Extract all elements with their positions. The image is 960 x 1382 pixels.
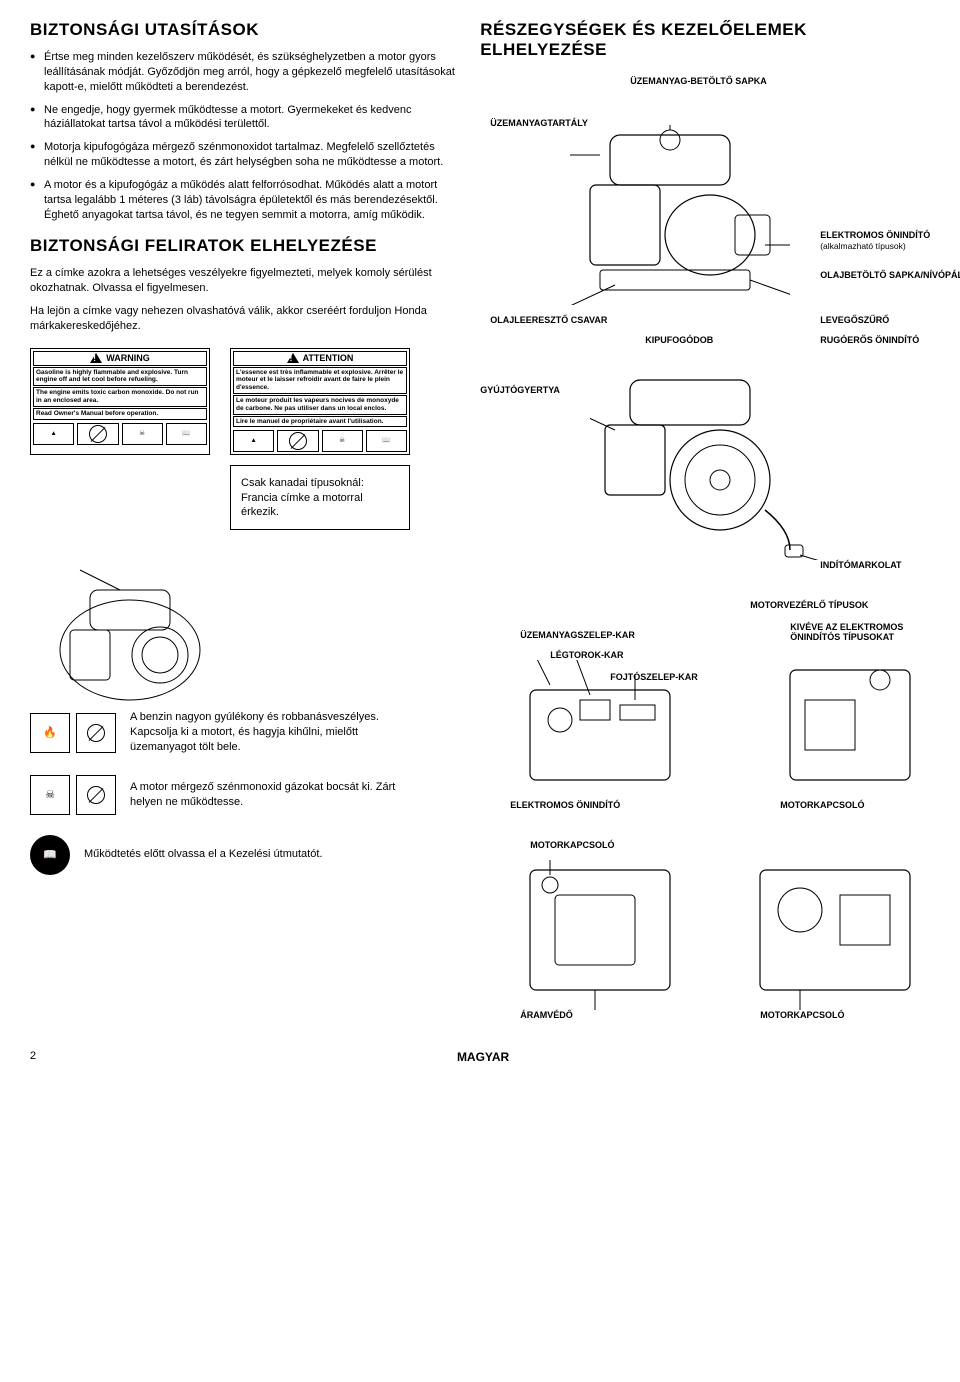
no-enclosed-icon: [76, 775, 116, 815]
label-control-types: MOTORVEZÉRLŐ TÍPUSOK: [750, 600, 868, 610]
warning-header: WARNING: [106, 353, 150, 364]
callout-except: KIVÉVE AZ ELEKTROMOS ÖNINDÍTÓS TÍPUSOKAT: [790, 622, 930, 643]
diagram-2: GYÚJTÓGYERTYA INDÍTÓMARKOLAT: [480, 360, 930, 590]
callout-eswitch: MOTORKAPCSOLÓ: [780, 800, 864, 810]
flame-icon: ▲: [233, 430, 274, 452]
callout-choke: LÉGTOROK-KAR: [550, 650, 623, 660]
hazard-text: Működtetés előtt olvassa el a Kezelési ú…: [84, 847, 322, 862]
callout-oil-cap: OLAJBETÖLTŐ SAPKA/NÍVÓPÁLCA: [820, 270, 960, 280]
skull-icon: ☠: [122, 423, 163, 445]
callout-recoil: RUGÓERŐS ÖNINDÍTÓ: [820, 335, 919, 345]
callout-muffler: KIPUFOGÓDOB: [645, 335, 713, 345]
warning-line: Lire le manuel de propriétaire avant l'u…: [233, 416, 407, 428]
hazard-row-fuel: 🔥 A benzin nagyon gyúlékony és robbanásv…: [30, 710, 460, 755]
warning-line: The engine emits toxic carbon monoxide. …: [33, 387, 207, 407]
callout-fuel-cap: ÜZEMANYAG-BETÖLTŐ SAPKA: [630, 76, 767, 86]
engine-small-diagram: [30, 560, 460, 710]
warning-line: Read Owner's Manual before operation.: [33, 408, 207, 420]
warning-triangle-icon: [90, 353, 102, 363]
hazard-row-co: ☠ A motor mérgező szénmonoxid gázokat bo…: [30, 775, 460, 815]
page-footer: 2 MAGYAR: [30, 1050, 930, 1064]
safety-bullets: Értse meg minden kezelőszerv működését, …: [30, 50, 460, 222]
diagram-1: ÜZEMANYAG-BETÖLTŐ SAPKA ÜZEMANYAGTARTÁLY…: [480, 70, 930, 350]
warning-header: ATTENTION: [303, 353, 354, 364]
skull-triangle-icon: ☠: [30, 775, 70, 815]
diagram-4: ÁRAMVÉDŐ MOTORKAPCSOLÓ: [480, 850, 930, 1020]
labels-para: Ez a címke azokra a lehetséges veszélyek…: [30, 266, 460, 296]
manual-book-icon: 📖: [30, 835, 70, 875]
safety-title: BIZTONSÁGI UTASÍTÁSOK: [30, 20, 460, 40]
warning-labels: WARNING Gasoline is highly flammable and…: [30, 348, 460, 456]
hazard-row-manual: 📖 Működtetés előtt olvassa el a Kezelési…: [30, 835, 460, 875]
no-fuel-icon: [77, 423, 118, 445]
hazard-text: A benzin nagyon gyúlékony és robbanásves…: [130, 710, 420, 755]
warning-line: L'essence est très inflammable et explos…: [233, 367, 407, 394]
bullet: Ne engedje, hogy gyermek működtesse a mo…: [30, 103, 460, 133]
no-fuel-icon: [277, 430, 318, 452]
footer-lang: MAGYAR: [457, 1050, 509, 1064]
warning-label-fr: ATTENTION L'essence est très inflammable…: [230, 348, 410, 456]
callout-eswitch: MOTORKAPCSOLÓ: [760, 1010, 844, 1020]
callout-eswitch2: MOTORKAPCSOLÓ: [530, 840, 960, 850]
callout-fuel-tank: ÜZEMANYAGTARTÁLY: [490, 118, 588, 128]
diagram-3: MOTORVEZÉRLŐ TÍPUSOK ÜZEMANYAGSZELEP-KAR…: [480, 600, 930, 810]
components-title: RÉSZEGYSÉGEK ÉS KEZELŐELEMEK ELHELYEZÉSE: [480, 20, 930, 60]
warning-label-en: WARNING Gasoline is highly flammable and…: [30, 348, 210, 456]
callout-grip: INDÍTÓMARKOLAT: [820, 560, 901, 570]
book-icon: 📖: [366, 430, 407, 452]
callout-protector: ÁRAMVÉDŐ: [520, 1010, 573, 1020]
book-icon: 📖: [166, 423, 207, 445]
canada-note: Csak kanadai típusoknál: Francia címke a…: [230, 465, 410, 530]
warning-line: Le moteur produit les vapeurs nocives de…: [233, 395, 407, 415]
bullet: Értse meg minden kezelőszerv működését, …: [30, 50, 460, 95]
callout-spark: GYÚJTÓGYERTYA: [480, 385, 560, 395]
callout-estarter-sub: (alkalmazható típusok): [820, 242, 906, 252]
bullet: A motor és a kipufogógáz a működés alatt…: [30, 178, 460, 223]
hazard-text: A motor mérgező szénmonoxid gázokat bocs…: [130, 780, 420, 810]
callout-fuel-valve: ÜZEMANYAGSZELEP-KAR: [520, 630, 635, 640]
bullet: Motorja kipufogógáza mérgező szénmonoxid…: [30, 140, 460, 170]
warning-line: Gasoline is highly flammable and explosi…: [33, 367, 207, 387]
callout-air: LEVEGŐSZŰRŐ: [820, 315, 889, 325]
callout-estart: ELEKTROMOS ÖNINDÍTÓ: [510, 800, 620, 810]
flame-icon: ▲: [33, 423, 74, 445]
flame-triangle-icon: 🔥: [30, 713, 70, 753]
no-fuel-icon: [76, 713, 116, 753]
labels-title: BIZTONSÁGI FELIRATOK ELHELYEZÉSE: [30, 236, 460, 256]
callout-estarter: ELEKTROMOS ÖNINDÍTÓ: [820, 230, 930, 240]
warning-triangle-icon: [287, 353, 299, 363]
callout-drain: OLAJLEERESZTŐ CSAVAR: [490, 315, 607, 325]
page-number: 2: [30, 1050, 36, 1064]
skull-icon: ☠: [322, 430, 363, 452]
labels-para: Ha lejön a címke vagy nehezen olvashatóv…: [30, 304, 460, 334]
